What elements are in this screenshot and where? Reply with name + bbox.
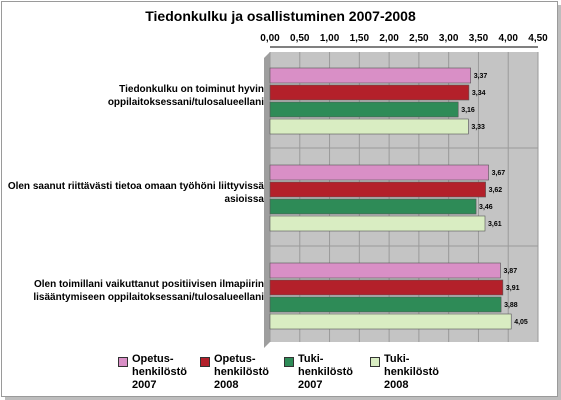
data-label: 4,05 <box>514 319 528 326</box>
x-tick-label: 0,00 <box>260 33 280 44</box>
legend-swatch-series-4 <box>370 357 380 367</box>
category-label: Olen toimillani vaikuttanut positiivisen… <box>34 279 264 290</box>
category-label: Olen saanut riittävästi tietoa omaan työ… <box>8 181 265 192</box>
legend-label-series-1: Opetus- henkilöstö 2007 <box>132 353 188 391</box>
data-label: 3,67 <box>492 170 506 177</box>
bar <box>269 215 486 232</box>
data-label: 3,61 <box>488 221 502 228</box>
x-tick-label: 1,00 <box>320 33 340 44</box>
chart-title: Tiedonkulku ja osallistuminen 2007-2008 <box>145 8 416 24</box>
legend-swatch-series-2 <box>200 357 210 367</box>
bar <box>269 181 486 198</box>
bar <box>269 313 512 330</box>
bar <box>269 296 502 313</box>
x-tick-label: 4,50 <box>528 33 548 44</box>
bar <box>269 101 459 118</box>
category-label: asioissa <box>225 194 265 205</box>
legend-label-series-2: Opetus- henkilöstö 2008 <box>214 353 270 391</box>
legend-swatch-series-1 <box>118 357 128 367</box>
bar <box>269 118 469 135</box>
chart-legend: Opetus- henkilöstö 2007 Opetus- henkilös… <box>118 353 558 397</box>
legend-swatch-series-3 <box>284 357 294 367</box>
x-tick-label: 2,00 <box>379 33 399 44</box>
x-tick-label: 2,50 <box>409 33 429 44</box>
plot-side-wall <box>264 52 270 348</box>
bar <box>269 279 504 296</box>
frame-shadow-right <box>558 5 561 400</box>
bar <box>269 262 501 279</box>
data-label: 3,37 <box>474 73 488 80</box>
frame-shadow-bottom <box>5 397 561 400</box>
category-label: oppilaitoksessani/tulosalueellani <box>108 97 264 108</box>
data-label: 3,62 <box>489 187 503 194</box>
x-tick-label: 4,00 <box>498 33 518 44</box>
category-label: Tiedonkulku on toiminut hyvin <box>119 84 264 95</box>
legend-label-series-3: Tuki- henkilöstö 2007 <box>298 353 354 391</box>
bar <box>269 198 477 215</box>
x-tick-label: 0,50 <box>290 33 310 44</box>
x-tick-label: 1,50 <box>350 33 370 44</box>
data-label: 3,46 <box>479 204 493 211</box>
bar <box>269 67 472 84</box>
x-tick-label: 3,50 <box>469 33 489 44</box>
bar <box>269 84 470 101</box>
data-label: 3,33 <box>471 124 485 131</box>
data-label: 3,87 <box>503 268 517 275</box>
bar <box>269 164 489 181</box>
legend-label-series-4: Tuki- henkilöstö 2008 <box>384 353 440 391</box>
data-label: 3,16 <box>461 107 475 114</box>
data-label: 3,88 <box>504 302 518 309</box>
x-tick-label: 3,00 <box>439 33 459 44</box>
data-label: 3,34 <box>472 90 486 97</box>
category-label: lisääntymiseen oppilaitoksessani/tulosal… <box>33 292 264 303</box>
data-label: 3,91 <box>506 285 520 292</box>
